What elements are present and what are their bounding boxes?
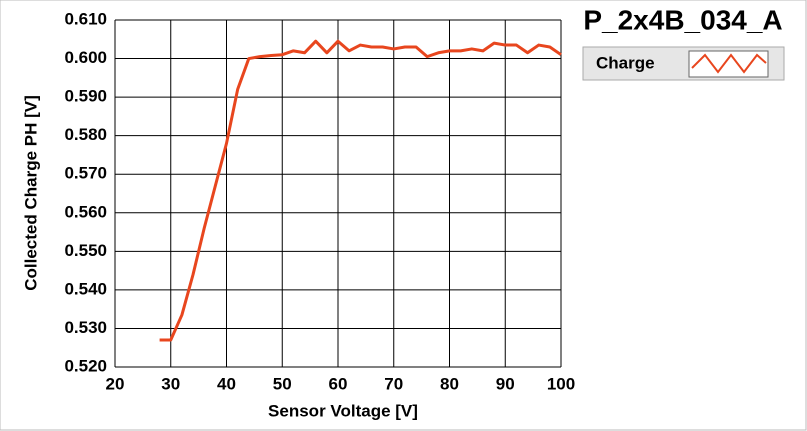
- y-tick-label: 0.590: [64, 87, 107, 106]
- x-axis-label: Sensor Voltage [V]: [268, 401, 418, 420]
- legend-swatch-box: [688, 50, 769, 78]
- x-tick-label: 20: [106, 374, 125, 393]
- x-tick-label: 60: [329, 374, 348, 393]
- legend-label: Charge: [596, 53, 655, 72]
- y-axis-label: Collected Charge PH [V]: [21, 95, 40, 291]
- y-tick-label: 0.580: [64, 125, 107, 144]
- y-tick-label: 0.540: [64, 279, 107, 298]
- x-tick-label: 70: [384, 374, 403, 393]
- x-tick-label: 80: [440, 374, 459, 393]
- x-tick-label: 90: [496, 374, 515, 393]
- y-tick-label: 0.550: [64, 241, 107, 260]
- data-line: [159, 39, 562, 342]
- x-tick-label: 30: [161, 374, 180, 393]
- x-tick-label: 50: [273, 374, 292, 393]
- x-tick-label: 100: [547, 374, 575, 393]
- chart-title: P_2x4B_034_A: [583, 4, 782, 35]
- x-tick-label: 40: [217, 374, 236, 393]
- y-tick-label: 0.610: [64, 9, 107, 28]
- legend-swatch: [691, 53, 767, 74]
- y-tick-label: 0.530: [64, 318, 107, 337]
- y-tick-label: 0.560: [64, 202, 107, 221]
- y-tick-label: 0.570: [64, 164, 107, 183]
- y-tick-label: 0.520: [64, 356, 107, 375]
- y-tick-label: 0.600: [64, 48, 107, 67]
